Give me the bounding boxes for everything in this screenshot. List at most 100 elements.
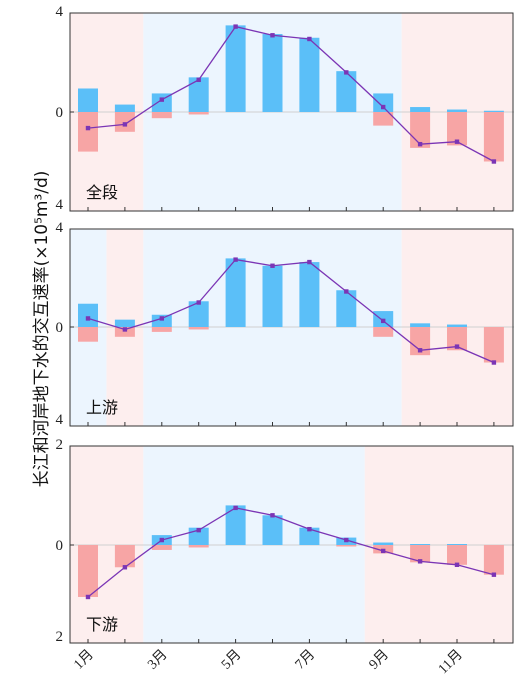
negative-bar xyxy=(483,545,504,575)
y-tick-label: 2 xyxy=(56,629,64,645)
positive-bar xyxy=(188,77,209,112)
net-line xyxy=(87,507,495,598)
positive-bar xyxy=(188,301,209,327)
net-point xyxy=(85,316,91,321)
net-point xyxy=(491,159,497,164)
positive-bar xyxy=(78,303,98,327)
panel-1: 4 0 4 全段 xyxy=(56,4,514,213)
x-tick-label: 11月 xyxy=(435,647,466,678)
negative-bar xyxy=(151,545,172,550)
net-point xyxy=(196,300,201,305)
y-tick-label: 0 xyxy=(56,105,64,121)
x-tick-label: 3月 xyxy=(144,647,170,673)
panels: 4 0 4 全段 4 0 4 上游 2 0 2 下游 1月 3月 5月 7月 9月 11月 xyxy=(56,4,514,677)
positive-bar xyxy=(447,324,467,327)
net-point xyxy=(491,360,497,365)
panel-label: 全段 xyxy=(86,183,118,202)
net-point xyxy=(122,122,128,127)
positive-bar xyxy=(299,527,320,545)
net-point xyxy=(233,505,238,511)
net-point xyxy=(122,565,128,570)
net-point xyxy=(270,513,275,518)
negative-bar xyxy=(373,112,394,126)
net-line xyxy=(87,25,495,163)
net-line xyxy=(87,258,495,364)
x-tick-label: 1月 xyxy=(71,647,97,673)
negative-bar xyxy=(188,327,209,330)
net-point xyxy=(307,36,312,42)
positive-bar xyxy=(151,314,172,327)
y-tick-label: 0 xyxy=(56,320,64,336)
net-point xyxy=(454,562,460,567)
net-point xyxy=(491,572,497,577)
negative-bar xyxy=(410,545,431,563)
y-tick-label: 0 xyxy=(56,538,64,554)
positive-bar xyxy=(299,37,320,112)
net-point xyxy=(344,289,349,294)
y-tick-label: 4 xyxy=(56,197,64,213)
positive-bar xyxy=(262,34,283,112)
net-point xyxy=(159,316,164,321)
net-point xyxy=(159,97,164,102)
net-point xyxy=(196,77,201,83)
net-point xyxy=(417,559,423,564)
positive-bar xyxy=(336,71,357,112)
negative-bar xyxy=(78,112,98,152)
negative-bar xyxy=(114,327,135,337)
positive-bar xyxy=(483,110,504,112)
positive-bar xyxy=(225,25,246,112)
negative-bar xyxy=(483,327,504,363)
net-point xyxy=(196,527,201,533)
y-axis-label: 长江和河岸地下水的交互速率(×10⁵m³/d) xyxy=(32,171,52,488)
negative-bar xyxy=(188,545,209,548)
negative-bar xyxy=(78,545,98,597)
net-point xyxy=(85,594,91,600)
positive-bar xyxy=(410,107,431,112)
x-tick-label: 9月 xyxy=(366,647,392,673)
negative-bar xyxy=(447,112,467,146)
net-point xyxy=(417,141,423,147)
positive-bar xyxy=(373,93,394,112)
positive-bar xyxy=(410,323,431,327)
positive-bar xyxy=(336,290,357,327)
panel-label: 下游 xyxy=(86,615,118,634)
positive-bar xyxy=(114,104,135,112)
net-point xyxy=(85,125,91,131)
negative-bar xyxy=(151,327,172,332)
panel-2: 4 0 4 上游 xyxy=(56,220,514,428)
negative-bar xyxy=(447,545,467,565)
negative-bar xyxy=(114,112,135,132)
negative-bar xyxy=(373,327,394,337)
net-point xyxy=(381,548,386,554)
positive-bar xyxy=(373,542,394,545)
positive-bar xyxy=(114,319,135,327)
net-point xyxy=(381,104,386,110)
y-tick-label: 4 xyxy=(56,412,64,428)
negative-bar xyxy=(78,327,98,342)
net-point xyxy=(270,33,275,38)
positive-bar xyxy=(225,258,246,327)
y-tick-label: 4 xyxy=(56,4,64,20)
positive-bar xyxy=(262,515,283,545)
net-point xyxy=(454,344,460,349)
net-point xyxy=(381,318,386,324)
panel-label: 上游 xyxy=(86,398,118,417)
net-point xyxy=(307,526,312,532)
panel-3: 2 0 2 下游 1月 3月 5月 7月 9月 11月 xyxy=(56,437,514,677)
positive-bar xyxy=(151,93,172,112)
net-point xyxy=(233,24,238,29)
positive-bar xyxy=(410,544,431,545)
net-point xyxy=(344,537,349,543)
net-point xyxy=(159,537,164,543)
net-point xyxy=(270,263,275,268)
net-point xyxy=(417,348,423,353)
negative-bar xyxy=(483,112,504,162)
x-tick-label: 5月 xyxy=(218,647,244,673)
net-point xyxy=(454,139,460,144)
negative-bar xyxy=(336,545,357,547)
x-tick-label: 7月 xyxy=(292,647,318,673)
positive-bar xyxy=(447,544,467,545)
positive-bar xyxy=(299,262,320,327)
negative-bar xyxy=(114,545,135,568)
net-point xyxy=(344,70,349,75)
